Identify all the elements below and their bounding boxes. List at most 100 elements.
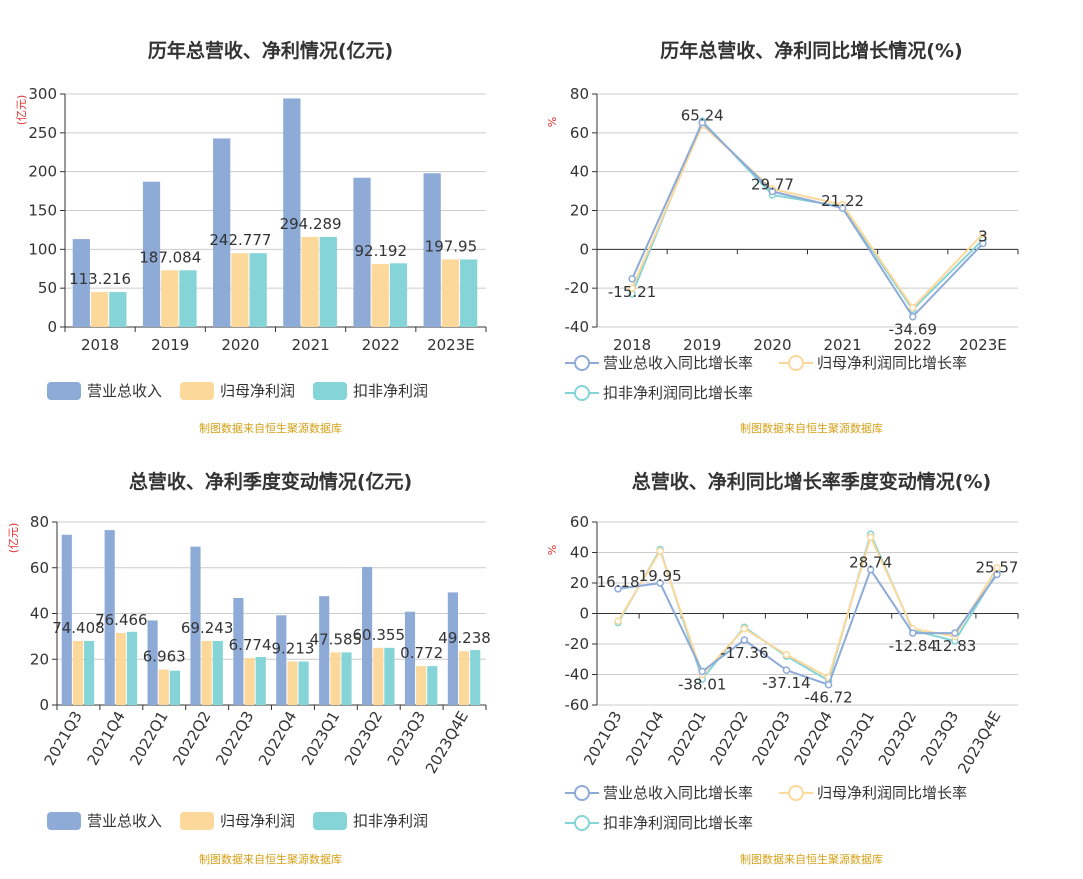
legend-item-revenue-growth[interactable]: 营业总收入同比增长率 bbox=[565, 782, 753, 803]
data-source-note: 制图数据来自恒生聚源数据库 bbox=[740, 422, 883, 435]
x-tick-label: 2022Q2 bbox=[706, 708, 751, 769]
data-source-note: 制图数据来自恒生聚源数据库 bbox=[199, 853, 342, 866]
bar-0 bbox=[233, 598, 244, 705]
y-tick-label: 0 bbox=[579, 605, 589, 623]
legend-item-deducted-profit-growth[interactable]: 扣非净利润同比增长率 bbox=[565, 382, 753, 403]
data-point bbox=[656, 579, 664, 587]
y-tick-label: 60 bbox=[570, 513, 589, 531]
legend-item-revenue-growth[interactable]: 营业总收入同比增长率 bbox=[565, 352, 753, 373]
series-line-0 bbox=[617, 567, 998, 687]
data-label: 92.192 bbox=[355, 242, 408, 260]
data-label: 49.238 bbox=[438, 629, 491, 647]
y-tick-label: 60 bbox=[570, 124, 589, 142]
x-tick-label: 2023Q2 bbox=[341, 708, 386, 769]
data-label: -34.69 bbox=[889, 321, 937, 339]
bar-2 bbox=[109, 292, 127, 327]
y-tick-label: 20 bbox=[570, 202, 589, 220]
data-point bbox=[628, 275, 636, 283]
data-label: 113.216 bbox=[69, 270, 131, 288]
bar-2 bbox=[341, 652, 352, 705]
legend-item-deducted-profit[interactable]: 扣非净利润 bbox=[313, 380, 428, 401]
y-unit-label: (亿元) bbox=[15, 95, 28, 126]
bar-0 bbox=[276, 615, 287, 705]
legend-item-deducted-profit[interactable]: 扣非净利润 bbox=[313, 810, 428, 831]
data-point bbox=[909, 629, 917, 637]
data-point bbox=[993, 564, 1001, 572]
data-point bbox=[698, 667, 706, 676]
y-tick-label: 0 bbox=[579, 240, 589, 258]
data-label: 12.83 bbox=[933, 637, 976, 655]
y-tick-label: 40 bbox=[30, 605, 49, 623]
data-point bbox=[866, 565, 875, 574]
data-label: 187.084 bbox=[139, 248, 201, 266]
bar-2 bbox=[169, 670, 180, 705]
data-point bbox=[951, 629, 959, 637]
legend-item-parent-profit[interactable]: 归母净利润 bbox=[180, 810, 295, 831]
legend-item-revenue[interactable]: 营业总收入 bbox=[47, 810, 162, 831]
bar-0 bbox=[353, 177, 371, 327]
x-tick-label: 2019 bbox=[683, 336, 721, 354]
y-tick-label: -60 bbox=[565, 696, 590, 714]
data-label: 28.74 bbox=[849, 554, 892, 572]
x-tick-label: 2021 bbox=[823, 336, 861, 354]
x-tick-label: 2023Q4E bbox=[422, 708, 472, 777]
legend-label: 营业总收入 bbox=[87, 382, 163, 400]
series-line-2 bbox=[631, 119, 984, 312]
quarterly-growth-rate-chart: 总营收、净利同比增长率季度变动情况(%) -60 -40 -20 0 20 40 60% 20… bbox=[541, 431, 1082, 870]
bar-0 bbox=[190, 546, 201, 705]
bar-2 bbox=[212, 640, 223, 705]
bar-1 bbox=[287, 661, 298, 705]
bar-1 bbox=[231, 253, 249, 327]
data-label: 9.213 bbox=[271, 640, 314, 658]
bar-0 bbox=[362, 566, 373, 705]
chart-svg: 0 50 100 150 200 250 300(亿元) 2018 2019 2020 2021 20… bbox=[15, 85, 487, 354]
y-unit-label: (亿元) bbox=[7, 523, 20, 554]
legend-label: 营业总收入同比增长率 bbox=[603, 784, 754, 802]
data-source-note: 制图数据来自恒生聚源数据库 bbox=[740, 853, 883, 866]
bar-1 bbox=[201, 640, 212, 705]
bar-0 bbox=[447, 592, 458, 705]
y-tick-label: 250 bbox=[28, 124, 57, 142]
bar-0 bbox=[142, 181, 161, 327]
bar-0 bbox=[104, 530, 115, 705]
legend-item-revenue[interactable]: 营业总收入 bbox=[47, 380, 162, 401]
y-unit-label: % bbox=[546, 117, 559, 127]
legend-item-parent-profit-growth[interactable]: 归母净利润同比增长率 bbox=[779, 352, 967, 373]
data-label: 76.466 bbox=[95, 611, 148, 629]
y-tick-label: 80 bbox=[570, 85, 589, 103]
bar-2 bbox=[179, 270, 197, 327]
bar-0 bbox=[147, 620, 158, 705]
bar-1 bbox=[441, 259, 460, 327]
chart-svg: -60-40-200204060%2021Q32021Q42022Q12022Q… bbox=[546, 513, 1019, 777]
data-label: 47.585 bbox=[310, 630, 363, 648]
bar-0 bbox=[423, 173, 441, 327]
x-tick-label: 2021Q3 bbox=[580, 708, 625, 769]
x-tick-label: 2022Q3 bbox=[749, 708, 794, 769]
data-label: 25.57 bbox=[975, 559, 1018, 577]
x-tick-label: 2023Q2 bbox=[875, 708, 920, 769]
bar-0 bbox=[283, 98, 301, 327]
legend-swatch bbox=[180, 381, 214, 400]
legend-label: 营业总收入同比增长率 bbox=[603, 354, 754, 372]
series-line-1 bbox=[617, 534, 998, 680]
x-tick-label: 2022Q2 bbox=[169, 708, 214, 769]
legend-label: 营业总收入 bbox=[87, 812, 163, 830]
legend-item-parent-profit-growth[interactable]: 归母净利润同比增长率 bbox=[779, 782, 967, 803]
data-point bbox=[782, 666, 791, 674]
x-tick-label: 2023E bbox=[427, 336, 475, 354]
x-tick-label: 2022Q1 bbox=[664, 708, 709, 769]
bar-1 bbox=[115, 632, 126, 705]
data-point bbox=[614, 585, 622, 593]
bar-1 bbox=[90, 292, 109, 327]
legend-swatch bbox=[180, 811, 214, 830]
bar-1 bbox=[158, 669, 169, 705]
y-tick-label: -40 bbox=[565, 318, 590, 336]
legend-swatch bbox=[565, 784, 599, 802]
x-tick-label: 2019 bbox=[151, 336, 189, 354]
x-tick-label: 2020 bbox=[753, 336, 791, 354]
x-tick-label: 2023Q1 bbox=[833, 708, 878, 769]
bar-1 bbox=[330, 652, 341, 705]
x-tick-label: 2018 bbox=[613, 336, 651, 354]
legend-item-deducted-profit-growth[interactable]: 扣非净利润同比增长率 bbox=[565, 812, 753, 833]
legend-item-parent-profit[interactable]: 归母净利润 bbox=[180, 380, 295, 401]
